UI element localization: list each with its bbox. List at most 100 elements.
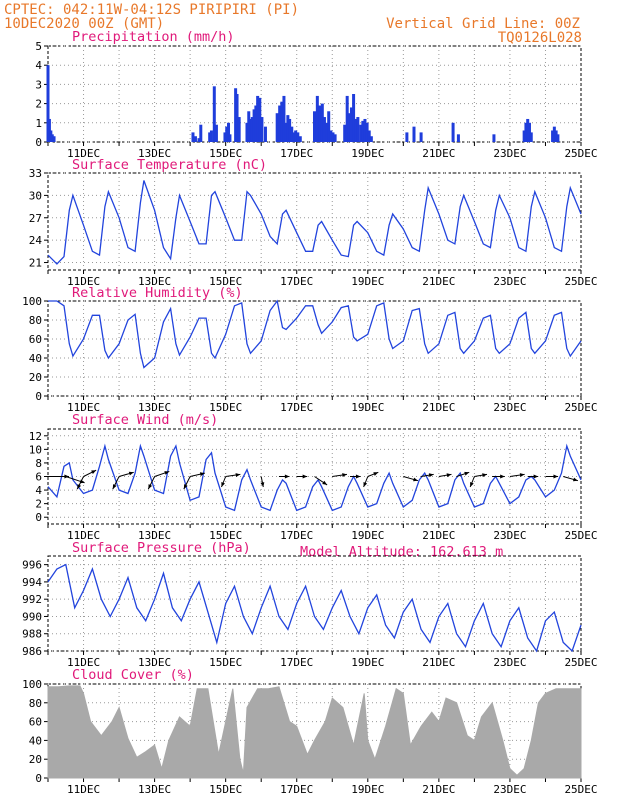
y-tick-label: 100 xyxy=(22,295,42,308)
x-tick-label: 11DEC xyxy=(67,783,100,796)
wind-arrow-head xyxy=(260,482,265,487)
precip-bar xyxy=(451,122,455,142)
precip-bar xyxy=(247,111,251,142)
x-tick-label: 15DEC xyxy=(209,783,242,796)
precip-bar xyxy=(237,117,241,142)
x-tick-label: 25DEC xyxy=(564,275,597,288)
precip-bar xyxy=(223,132,227,142)
x-tick-label: 21DEC xyxy=(422,783,455,796)
precip-bar xyxy=(405,132,409,142)
y-tick-label: 986 xyxy=(22,645,42,658)
x-tick-label: 19DEC xyxy=(351,401,384,414)
precip-bar xyxy=(208,132,212,142)
precip-bar xyxy=(329,130,333,142)
y-tick-label: 4 xyxy=(35,484,42,497)
y-tick-label: 996 xyxy=(22,559,42,572)
station-header: CPTEC: 042:11W-04:12S PIRIPIRI (PI) xyxy=(4,2,299,18)
y-tick-label: 24 xyxy=(29,234,43,247)
precip-bar xyxy=(225,126,229,142)
x-tick-label: 19DEC xyxy=(351,275,384,288)
wind-arrow-head xyxy=(112,484,117,490)
precip-bar xyxy=(292,132,296,142)
precip-bar xyxy=(50,134,54,142)
rh-series-line xyxy=(48,299,582,369)
panel-frame xyxy=(47,555,582,652)
precip-bar xyxy=(320,103,324,142)
panel-frame xyxy=(47,300,582,397)
wind-arrow-head xyxy=(482,473,487,478)
x-tick-label: 11DEC xyxy=(67,401,100,414)
panel-temp: 21 24 27 30 33 11DEC 13DEC 15DEC 17DEC 19DEC 21DEC… xyxy=(29,157,598,288)
panel-frame xyxy=(47,172,582,271)
panel-title: Surface Wind (m/s) xyxy=(72,412,218,428)
precip-bar xyxy=(256,95,260,142)
y-tick-label: 80 xyxy=(29,314,42,327)
precip-bar xyxy=(318,105,322,142)
x-tick-label: 15DEC xyxy=(209,401,242,414)
wind-arrow-head xyxy=(342,473,347,477)
precip-bar xyxy=(298,136,302,142)
precip-bar xyxy=(235,94,239,142)
wind-arrow-head xyxy=(428,473,434,478)
y-tick-label: 100 xyxy=(22,678,42,691)
panel-title: Relative Humidity (%) xyxy=(72,285,243,301)
x-tick-label: 23DEC xyxy=(493,401,526,414)
x-tick-label: 23DEC xyxy=(493,529,526,542)
y-tick-label: 0 xyxy=(35,390,42,403)
x-tick-label: 21DEC xyxy=(422,529,455,542)
panel-rh: 0 20 40 60 80 100 11DEC 13DEC 15DEC 17DEC 19DEC 21D… xyxy=(22,285,597,414)
temp-series-line xyxy=(47,180,582,265)
x-tick-label: 17DEC xyxy=(280,783,313,796)
y-tick-label: 0 xyxy=(35,136,42,149)
y-tick-label: 8 xyxy=(35,457,42,470)
grid-note: Vertical Grid Line: 00Z xyxy=(386,16,580,32)
wind-arrow-head xyxy=(519,473,525,477)
x-tick-label: 19DEC xyxy=(351,529,384,542)
x-tick-label: 17DEC xyxy=(280,401,313,414)
wind-arrow-head xyxy=(221,482,225,487)
x-tick-label: 23DEC xyxy=(493,783,526,796)
wind-arrow-head xyxy=(355,474,361,479)
precip-bar xyxy=(313,111,316,142)
y-tick-label: 2 xyxy=(35,498,42,511)
y-tick-label: 27 xyxy=(29,212,42,225)
x-tick-label: 23DEC xyxy=(493,656,526,669)
y-tick-label: 40 xyxy=(29,352,42,365)
y-tick-label: 60 xyxy=(29,333,42,346)
x-tick-label: 23DEC xyxy=(493,147,526,160)
wind-arrow-head xyxy=(128,471,134,476)
precip-bar xyxy=(197,138,201,142)
precip-bar xyxy=(419,132,423,142)
y-tick-label: 12 xyxy=(29,430,42,443)
x-tick-label: 15DEC xyxy=(209,147,242,160)
precip-bar xyxy=(249,118,253,142)
wind-arrow-head xyxy=(199,472,205,477)
wind-arrow-head xyxy=(322,480,328,485)
precip-bar xyxy=(191,132,195,142)
precip-bar xyxy=(245,122,249,142)
panel-title: Surface Temperature (nC) xyxy=(72,157,267,173)
x-tick-label: 17DEC xyxy=(280,529,313,542)
x-tick-label: 11DEC xyxy=(67,656,100,669)
precip-bar xyxy=(258,97,262,142)
x-tick-label: 19DEC xyxy=(351,656,384,669)
y-tick-label: 988 xyxy=(22,628,42,641)
run-date: 10DEC2020 00Z (GMT) xyxy=(4,16,164,32)
x-tick-label: 11DEC xyxy=(67,275,100,288)
wind-arrow-head xyxy=(284,474,290,479)
precip-bar xyxy=(288,118,292,142)
precip-bar xyxy=(554,130,558,142)
x-tick-label: 19DEC xyxy=(351,147,384,160)
panel-title: Cloud Cover (%) xyxy=(72,667,194,683)
y-tick-label: 1 xyxy=(35,117,42,130)
y-tick-label: 992 xyxy=(22,593,42,606)
y-tick-label: 21 xyxy=(29,257,42,270)
precip-bar xyxy=(349,107,353,142)
x-tick-label: 17DEC xyxy=(280,147,313,160)
x-tick-label: 13DEC xyxy=(138,783,171,796)
precip-bar xyxy=(286,115,290,142)
y-tick-label: 33 xyxy=(29,167,42,180)
precip-bar xyxy=(527,122,531,142)
x-tick-label: 19DEC xyxy=(351,783,384,796)
